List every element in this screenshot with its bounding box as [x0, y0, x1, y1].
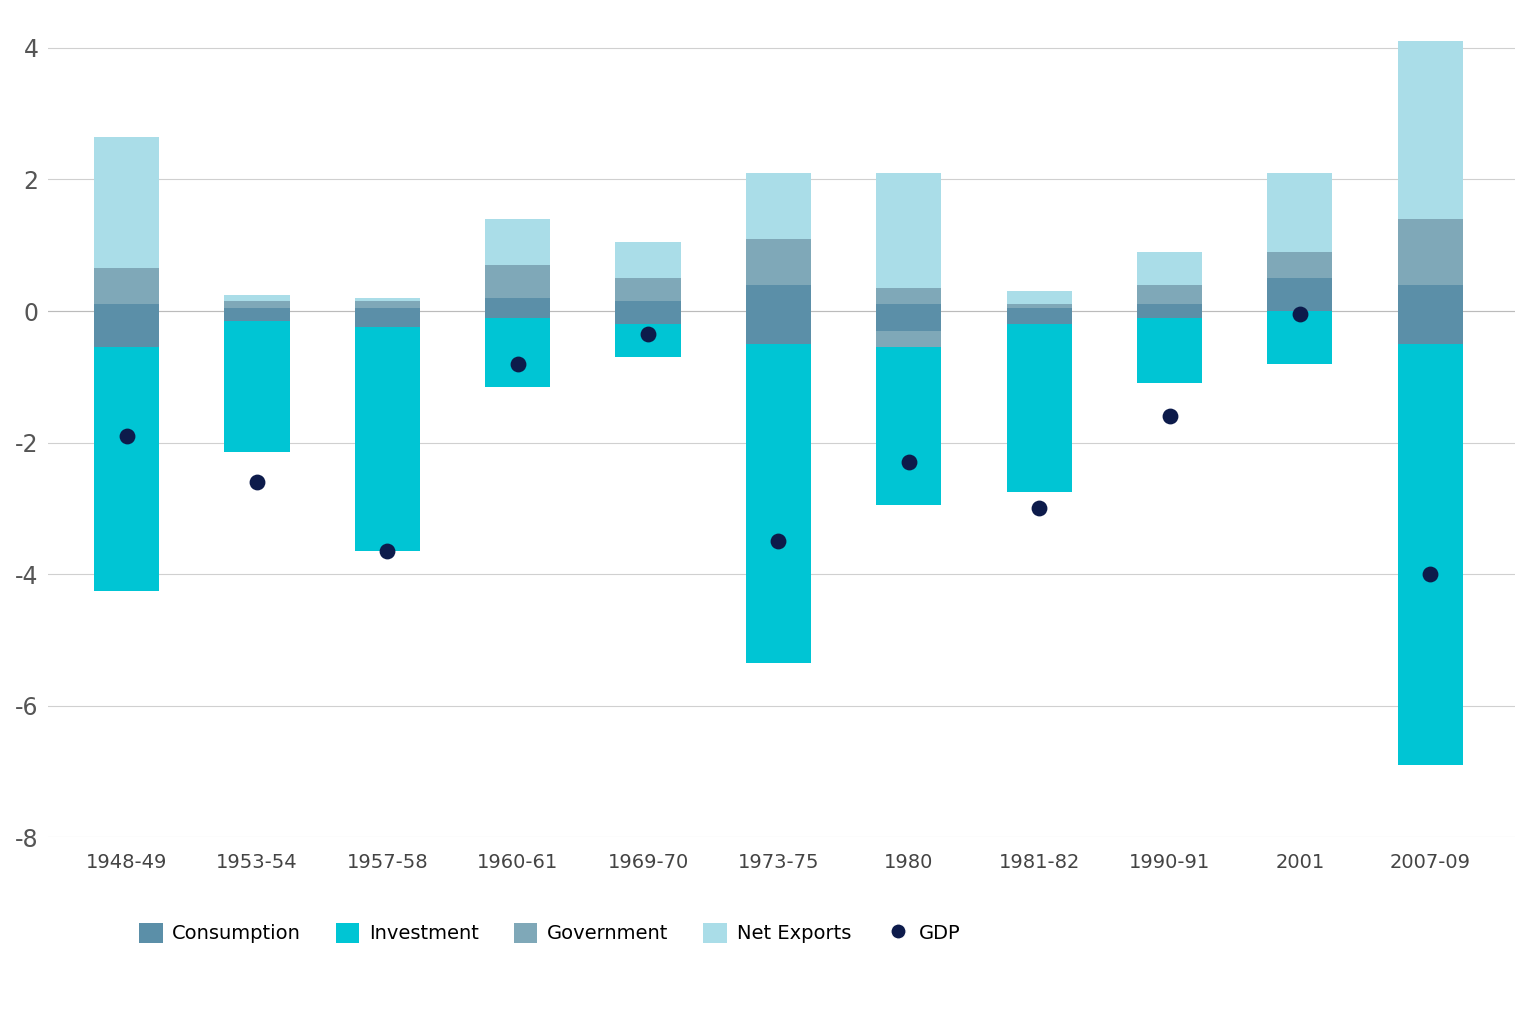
- Bar: [1398, 219, 1463, 285]
- Bar: [877, 331, 941, 347]
- Bar: [1267, 251, 1333, 278]
- Bar: [1137, 305, 1203, 311]
- Point: [245, 474, 269, 491]
- Bar: [355, 311, 419, 327]
- Bar: [93, 137, 159, 269]
- Bar: [615, 242, 681, 278]
- Point: [1157, 408, 1181, 424]
- Bar: [355, 327, 419, 551]
- Bar: [745, 239, 811, 285]
- Bar: [93, 311, 159, 347]
- Point: [375, 543, 399, 559]
- Bar: [745, 285, 811, 311]
- Bar: [1267, 278, 1333, 311]
- Bar: [1137, 311, 1203, 318]
- Point: [1288, 307, 1313, 323]
- Point: [897, 454, 921, 470]
- Bar: [877, 311, 941, 331]
- Bar: [1007, 291, 1071, 305]
- Point: [115, 428, 139, 445]
- Bar: [1137, 318, 1203, 383]
- Bar: [93, 269, 159, 305]
- Bar: [1398, 285, 1463, 311]
- Bar: [485, 265, 551, 297]
- Bar: [1137, 251, 1203, 285]
- Bar: [877, 347, 941, 505]
- Point: [636, 326, 661, 342]
- Bar: [485, 219, 551, 265]
- Bar: [1007, 305, 1071, 308]
- Bar: [93, 347, 159, 591]
- Bar: [1398, 311, 1463, 344]
- Point: [1027, 500, 1051, 516]
- Point: [767, 533, 791, 550]
- Bar: [1398, 41, 1463, 219]
- Bar: [877, 288, 941, 305]
- Bar: [1007, 311, 1071, 324]
- Bar: [615, 301, 681, 311]
- Bar: [355, 301, 419, 308]
- Bar: [877, 305, 941, 311]
- Bar: [225, 321, 289, 453]
- Bar: [485, 318, 551, 386]
- Bar: [615, 278, 681, 301]
- Bar: [355, 297, 419, 301]
- Bar: [225, 311, 289, 321]
- Bar: [485, 297, 551, 311]
- Bar: [877, 173, 941, 288]
- Bar: [1267, 311, 1333, 364]
- Bar: [615, 324, 681, 357]
- Bar: [745, 311, 811, 344]
- Bar: [485, 311, 551, 318]
- Bar: [355, 308, 419, 311]
- Point: [1418, 566, 1443, 583]
- Bar: [1137, 285, 1203, 305]
- Bar: [93, 305, 159, 311]
- Bar: [745, 173, 811, 239]
- Bar: [225, 308, 289, 311]
- Point: [505, 356, 529, 372]
- Bar: [1007, 308, 1071, 311]
- Bar: [615, 311, 681, 324]
- Bar: [225, 301, 289, 308]
- Legend: Consumption, Investment, Government, Net Exports, GDP: Consumption, Investment, Government, Net…: [132, 915, 968, 951]
- Bar: [745, 344, 811, 663]
- Bar: [225, 294, 289, 301]
- Bar: [1267, 173, 1333, 251]
- Bar: [1007, 324, 1071, 492]
- Bar: [1398, 344, 1463, 765]
